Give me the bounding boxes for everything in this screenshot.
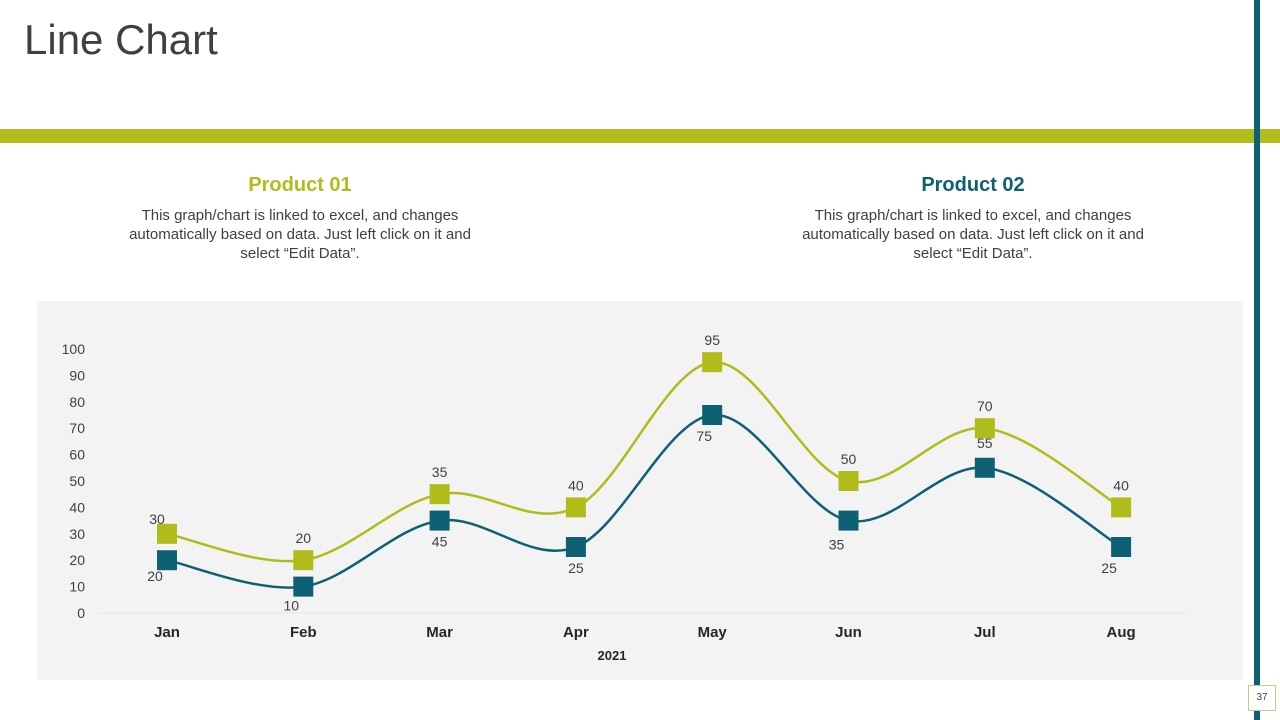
y-tick-label: 80 xyxy=(69,394,85,410)
y-tick-label: 100 xyxy=(62,341,86,357)
page-number: 37 xyxy=(1248,685,1276,711)
series-1-marker xyxy=(702,352,723,373)
series-2-data-label: 10 xyxy=(284,598,300,614)
x-tick-label: Jul xyxy=(974,624,996,641)
accent-bar xyxy=(0,129,1280,143)
x-tick-label: Jun xyxy=(835,624,862,641)
product-01-block: Product 01 This graph/chart is linked to… xyxy=(120,174,480,263)
series-line-2 xyxy=(166,413,1122,589)
x-tick-label: Aug xyxy=(1107,624,1136,641)
series-1-data-label: 30 xyxy=(149,511,165,527)
product-02-title: Product 02 xyxy=(921,174,1025,196)
series-2-marker xyxy=(293,576,314,597)
series-2-marker xyxy=(565,537,586,557)
series-2-data-label: 45 xyxy=(432,534,448,550)
series-1-marker xyxy=(838,471,859,491)
x-axis-title: 2021 xyxy=(598,648,627,663)
series-1-data-label: 70 xyxy=(977,398,993,414)
series-1-marker xyxy=(157,523,177,544)
series-1-data-label: 50 xyxy=(841,451,857,467)
series-1-data-label: 35 xyxy=(432,464,448,480)
series-2-data-label: 35 xyxy=(829,537,845,553)
slide-title: Line Chart xyxy=(24,16,218,63)
series-1-data-label: 40 xyxy=(568,477,584,493)
x-tick-label: Jan xyxy=(154,624,180,641)
series-2-marker xyxy=(429,510,450,531)
y-tick-label: 40 xyxy=(69,499,85,515)
series-1-marker xyxy=(429,484,450,505)
series-1-marker xyxy=(293,550,314,571)
series-1-data-label: 95 xyxy=(704,332,720,348)
series-2-data-label: 25 xyxy=(1101,560,1117,576)
y-tick-label: 10 xyxy=(69,579,85,595)
product-01-description: This graph/chart is linked to excel, and… xyxy=(129,207,471,262)
y-tick-label: 50 xyxy=(69,473,85,489)
y-tick-label: 60 xyxy=(69,447,85,463)
series-2-marker xyxy=(838,510,859,531)
product-01-title: Product 01 xyxy=(248,174,352,196)
series-line-1 xyxy=(166,360,1122,563)
y-tick-label: 0 xyxy=(77,605,85,621)
right-edge-rule xyxy=(1254,0,1260,720)
series-2-data-label: 25 xyxy=(568,560,584,576)
x-tick-label: May xyxy=(698,624,728,641)
series-1-marker xyxy=(974,418,995,439)
y-tick-label: 30 xyxy=(69,526,85,542)
series-1-data-label: 40 xyxy=(1113,477,1129,493)
x-tick-label: Feb xyxy=(290,624,317,641)
series-2-marker xyxy=(157,550,177,571)
product-02-description: This graph/chart is linked to excel, and… xyxy=(802,207,1144,262)
series-2-data-label: 55 xyxy=(977,435,993,451)
series-2-marker xyxy=(1111,537,1132,557)
series-1-data-label: 20 xyxy=(296,530,312,546)
y-tick-label: 90 xyxy=(69,367,85,383)
series-2-marker xyxy=(974,457,995,478)
series-2-data-label: 75 xyxy=(696,428,712,444)
line-chart-svg: 0 10 20 30 40 50 60 70 80 90 100 Jan Feb Mar Apr May Jun… xyxy=(62,332,1187,663)
x-tick-label: Mar xyxy=(426,624,453,641)
series-1-marker xyxy=(1111,497,1132,518)
series-2-marker xyxy=(702,405,723,425)
series-2-data-label: 20 xyxy=(147,568,163,584)
y-tick-label: 70 xyxy=(69,420,85,436)
x-tick-label: Apr xyxy=(563,624,589,641)
y-tick-label: 20 xyxy=(69,552,85,568)
series-1-marker xyxy=(565,497,586,518)
line-chart[interactable]: 0 10 20 30 40 50 60 70 80 90 100 Jan Feb Mar Apr May Jun… xyxy=(37,301,1243,680)
product-02-block: Product 02 This graph/chart is linked to… xyxy=(793,174,1153,263)
